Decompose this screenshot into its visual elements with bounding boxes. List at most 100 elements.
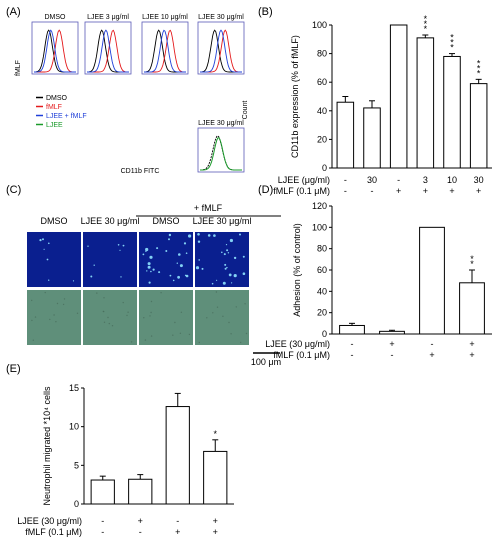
histogram-curve: [144, 29, 186, 73]
significance-mark: *: [450, 43, 454, 53]
micrograph-column-label: DMSO: [41, 216, 68, 226]
brightfield-speck: [174, 321, 176, 324]
adherent-cell: [211, 282, 214, 285]
adherent-cell: [146, 270, 148, 272]
brightfield-speck: [108, 322, 111, 325]
adherent-cell: [145, 250, 147, 252]
adherent-cell: [225, 244, 228, 246]
adherent-cell: [42, 238, 44, 241]
condition-value: +: [175, 527, 180, 537]
micrograph-column-label: LJEE 30 μg/ml: [193, 216, 252, 226]
significance-mark: *: [424, 19, 428, 29]
brightfield-speck: [150, 335, 153, 337]
brightfield-speck: [31, 299, 33, 302]
fluorescence-image: [83, 232, 137, 287]
adherent-cell: [48, 279, 50, 281]
y-tick-label: 80: [317, 49, 327, 59]
y-axis-label: CD11b expression (% of fMLF): [290, 35, 300, 158]
brightfield-speck: [179, 332, 182, 334]
adherent-cell: [178, 253, 181, 256]
legend-label: fMLF: [46, 104, 62, 111]
condition-value: -: [139, 527, 142, 537]
adherent-cell: [233, 274, 237, 278]
condition-value: +: [476, 186, 481, 196]
brightfield-speck: [55, 321, 57, 323]
adherent-cell: [227, 252, 230, 254]
bar: [203, 450, 228, 505]
significance-mark: *: [450, 38, 454, 48]
adherent-cell: [223, 253, 226, 256]
brightfield-speck: [198, 341, 200, 344]
bar: [90, 479, 115, 505]
brightfield-speck: [56, 302, 59, 305]
adherent-cell: [239, 233, 241, 236]
brightfield-speck: [130, 341, 133, 343]
condition-value: -: [344, 186, 347, 196]
adherent-cell: [242, 255, 245, 258]
brightfield-image: [195, 290, 249, 345]
adherent-cell: [242, 272, 246, 276]
bar: [336, 101, 355, 169]
y-tick-label: 0: [74, 499, 79, 509]
brightfield-speck: [76, 312, 79, 314]
brightfield-speck: [122, 301, 124, 304]
condition-value: -: [101, 516, 104, 526]
fluorescence-image: [139, 232, 193, 287]
condition-label: LJEE (30 μg/ml): [17, 516, 82, 526]
y-tick-label: 40: [317, 286, 327, 296]
bar: [459, 282, 485, 335]
brightfield-speck: [160, 292, 162, 294]
brightfield-speck: [244, 303, 246, 305]
brightfield-speck: [103, 321, 106, 323]
condition-value: +: [449, 186, 454, 196]
y-tick-label: 10: [69, 422, 79, 432]
condition-value: +: [469, 339, 474, 349]
histogram-title: LJEE 3 μg/ml: [87, 14, 129, 21]
condition-value: 3: [423, 175, 428, 185]
micrograph-column-label: LJEE 30 μg/ml: [81, 216, 140, 226]
adherent-cell: [228, 273, 232, 277]
brightfield-speck: [188, 333, 191, 336]
condition-label: LJEE (30 μg/ml): [265, 339, 330, 349]
adherent-cell: [169, 274, 172, 277]
brightfield-speck: [149, 315, 151, 317]
y-tick-label: 0: [322, 329, 327, 339]
y-axis-label: Adhesion (% of control): [292, 223, 302, 317]
adherent-cell: [185, 252, 188, 254]
adherent-cell: [197, 233, 200, 236]
histogram-title: LJEE 30 μg/ml: [198, 14, 244, 21]
brightfield-speck: [32, 339, 34, 341]
brightfield-speck: [222, 315, 224, 317]
condition-value: +: [138, 516, 143, 526]
brightfield-speck: [49, 318, 51, 321]
adherent-cell: [122, 244, 125, 247]
histogram-legend: DMSO fMLF LJEE + fMLF LJEE: [36, 95, 87, 129]
adherent-cell: [184, 274, 187, 277]
bar: [165, 406, 190, 505]
brightfield-speck: [172, 334, 174, 336]
adherent-cell: [142, 253, 145, 256]
adherent-cell: [197, 240, 201, 243]
brightfield-speck: [144, 339, 147, 341]
adherent-cell: [117, 244, 120, 246]
y-tick-label: 60: [317, 77, 327, 87]
adherent-cell: [176, 262, 178, 264]
y-tick-label: 0: [322, 163, 327, 173]
significance-mark: *: [470, 254, 474, 264]
adherent-cell: [221, 251, 223, 254]
condition-value: -: [176, 516, 179, 526]
adherent-cell: [156, 247, 159, 250]
adherent-cell: [172, 279, 175, 282]
brightfield-speck: [111, 325, 114, 327]
legend-label: LJEE: [46, 122, 63, 129]
brightfield-speck: [103, 297, 105, 299]
panel-a-ylabel: fMLF: [15, 60, 22, 76]
histogram-frame: [84, 21, 132, 75]
histogram-grid: DMSO LJEE 3 μg/ml LJEE 10 μg/ml LJEE 30 μg/…: [31, 14, 245, 173]
fluorescence-image: [27, 232, 81, 287]
micrograph-column-label: DMSO: [153, 216, 180, 226]
histogram-title: DMSO: [45, 14, 67, 21]
significance-mark: *: [450, 33, 454, 43]
